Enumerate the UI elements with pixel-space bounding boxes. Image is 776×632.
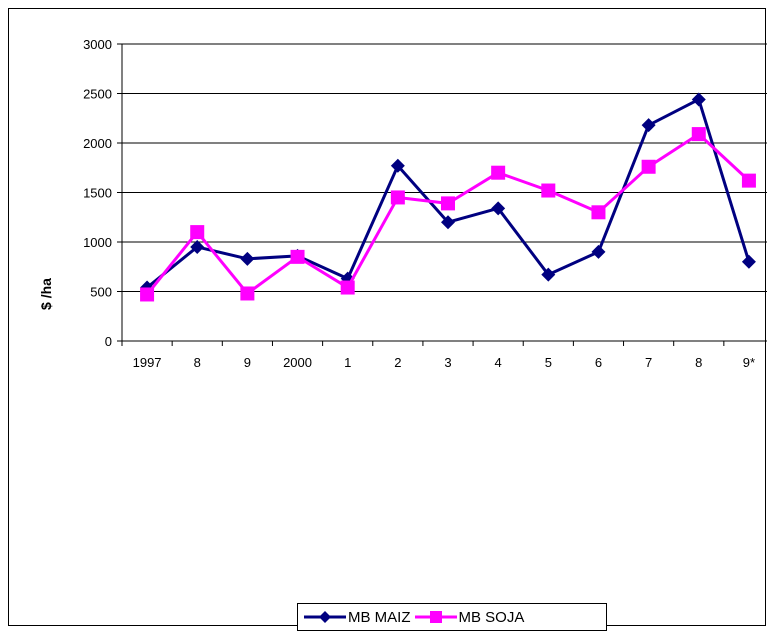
x-tick-label: 1997 <box>133 355 162 370</box>
legend-item-soja: MB SOJA <box>414 608 525 626</box>
data-point-square <box>240 286 255 301</box>
series-layer <box>140 92 756 302</box>
series-soja <box>140 127 756 302</box>
y-tick-label: 500 <box>90 285 112 300</box>
y-axis-label: $ /ha <box>38 278 54 310</box>
data-point-diamond <box>591 244 606 259</box>
x-tick-label: 2 <box>394 355 401 370</box>
y-tick-label: 3000 <box>83 37 112 52</box>
data-point-square <box>491 165 506 180</box>
data-point-diamond <box>491 201 506 216</box>
y-tick-label: 2500 <box>83 87 112 102</box>
y-tick-label: 1000 <box>83 235 112 250</box>
legend-item-maiz: MB MAIZ <box>304 609 411 626</box>
legend-swatch-soja <box>414 611 457 623</box>
data-point-diamond <box>441 215 455 230</box>
data-point-diamond <box>691 92 706 107</box>
x-tick-label: 3 <box>444 355 451 370</box>
legend-label-soja: MB SOJA <box>458 608 525 626</box>
data-point-square <box>390 190 405 205</box>
y-tick-label: 1500 <box>83 186 112 201</box>
series-line <box>146 97 751 289</box>
x-tick-label: 8 <box>194 355 201 370</box>
data-point-diamond <box>641 118 656 133</box>
data-point-square <box>591 205 606 220</box>
line-chart: 0 500 1000 1500 2000 2500 3000 1997 8 9 2000 1 2 3 4 5… <box>38 37 767 370</box>
data-point-square <box>641 159 656 174</box>
legend-label-maiz: MB MAIZ <box>348 608 411 626</box>
data-point-diamond <box>541 267 556 282</box>
legend: MB MAIZ MB SOJA <box>297 603 607 631</box>
x-tick-label: 5 <box>545 355 552 370</box>
series-line <box>145 132 750 296</box>
x-tick-label: 6 <box>595 355 602 370</box>
x-tick-label: 2000 <box>283 355 312 370</box>
data-point-diamond <box>741 254 756 269</box>
x-tick-label: 9* <box>743 355 755 370</box>
data-point-square <box>741 173 756 188</box>
x-tick-label: 7 <box>645 355 652 370</box>
x-tick-labels: 1997 8 9 2000 1 2 3 4 5 6 7 8 9* <box>133 355 755 370</box>
chart-area: 0 500 1000 1500 2000 2500 3000 1997 8 9 2000 1 2 3 4 5… <box>8 8 767 631</box>
axes <box>117 43 767 346</box>
gridlines <box>122 43 767 292</box>
data-point-diamond <box>190 239 205 254</box>
data-point-square <box>290 249 305 264</box>
series-maiz <box>140 92 756 295</box>
x-tick-label: 9 <box>244 355 251 370</box>
y-tick-label: 0 <box>105 334 112 349</box>
legend-swatch-maiz <box>304 611 346 623</box>
data-point-square <box>691 127 706 142</box>
x-tick-label: 1 <box>344 355 351 370</box>
data-point-diamond <box>390 158 405 173</box>
data-point-square <box>190 225 205 240</box>
data-point-square <box>441 196 455 211</box>
x-tick-label: 8 <box>695 355 702 370</box>
data-point-diamond <box>240 251 255 266</box>
data-point-square <box>340 280 355 295</box>
y-tick-label: 2000 <box>83 136 112 151</box>
x-tick-label: 4 <box>495 355 502 370</box>
y-tick-labels: 0 500 1000 1500 2000 2500 3000 <box>83 37 112 349</box>
data-point-square <box>140 287 155 302</box>
data-point-square <box>541 183 556 198</box>
